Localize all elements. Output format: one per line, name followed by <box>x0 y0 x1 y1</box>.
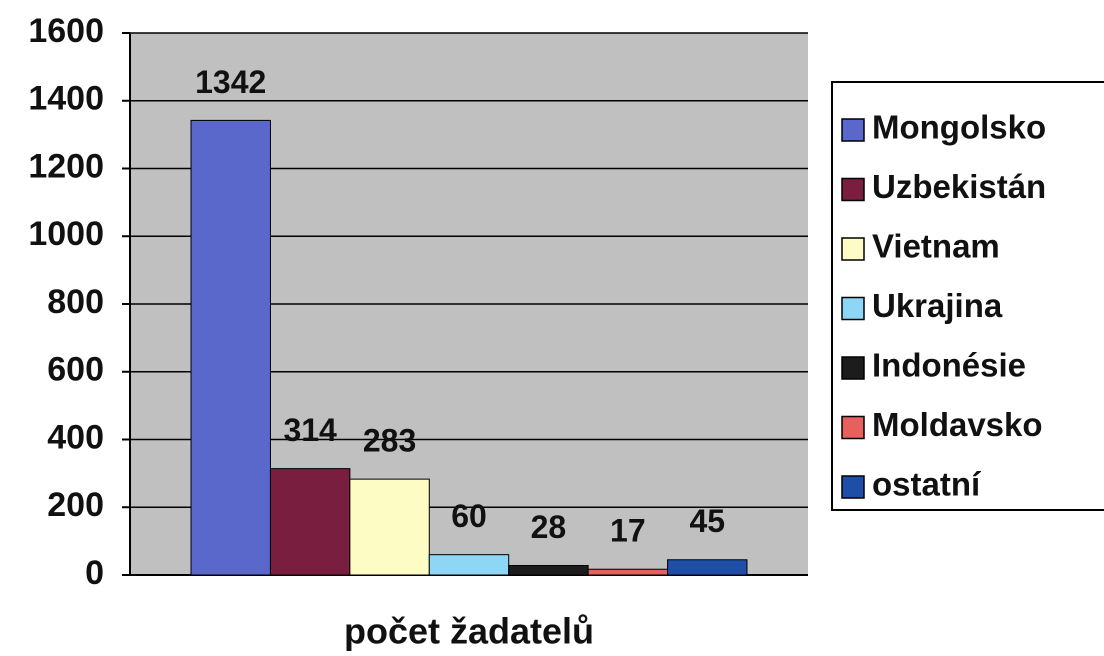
legend-label: Mongolsko <box>872 109 1046 146</box>
value-label: 60 <box>451 498 487 534</box>
value-label: 17 <box>610 513 646 549</box>
legend-label: Ukrajina <box>872 287 1003 324</box>
y-tick-label: 1200 <box>28 147 104 185</box>
legend-swatch <box>841 296 865 321</box>
legend-swatch <box>841 475 865 499</box>
y-tick-label: 1000 <box>28 215 104 253</box>
y-tick-label: 600 <box>47 351 104 389</box>
y-tick-label: 1600 <box>28 12 104 50</box>
legend-label: ostatní <box>872 466 982 503</box>
x-tick-label: počet žadatelů <box>344 611 594 652</box>
value-label: 28 <box>531 509 567 545</box>
bar <box>667 559 748 576</box>
legend-label: Indonésie <box>872 347 1026 384</box>
y-tick-label: 0 <box>85 554 104 592</box>
legend-swatch <box>841 177 865 202</box>
legend-label: Vietnam <box>872 228 1000 265</box>
value-label: 1342 <box>195 64 266 100</box>
y-tick-label: 200 <box>47 486 104 524</box>
bar <box>190 119 271 576</box>
bar <box>508 565 589 576</box>
y-tick-label: 800 <box>47 283 104 321</box>
bar <box>269 468 351 576</box>
legend-swatch <box>841 415 865 440</box>
y-tick-label: 400 <box>47 418 104 456</box>
legend-swatch <box>841 237 865 261</box>
value-label: 314 <box>283 412 337 448</box>
legend-box <box>831 81 1104 511</box>
bar <box>349 478 430 576</box>
bar <box>428 554 510 576</box>
bar <box>587 568 669 576</box>
y-tick-label: 1400 <box>28 80 104 118</box>
legend-label: Uzbekistán <box>872 168 1046 205</box>
value-label: 45 <box>689 503 725 539</box>
legend-label: Moldavsko <box>872 406 1043 443</box>
legend-swatch <box>841 356 865 380</box>
value-label: 283 <box>363 423 416 459</box>
legend-swatch <box>841 118 865 142</box>
